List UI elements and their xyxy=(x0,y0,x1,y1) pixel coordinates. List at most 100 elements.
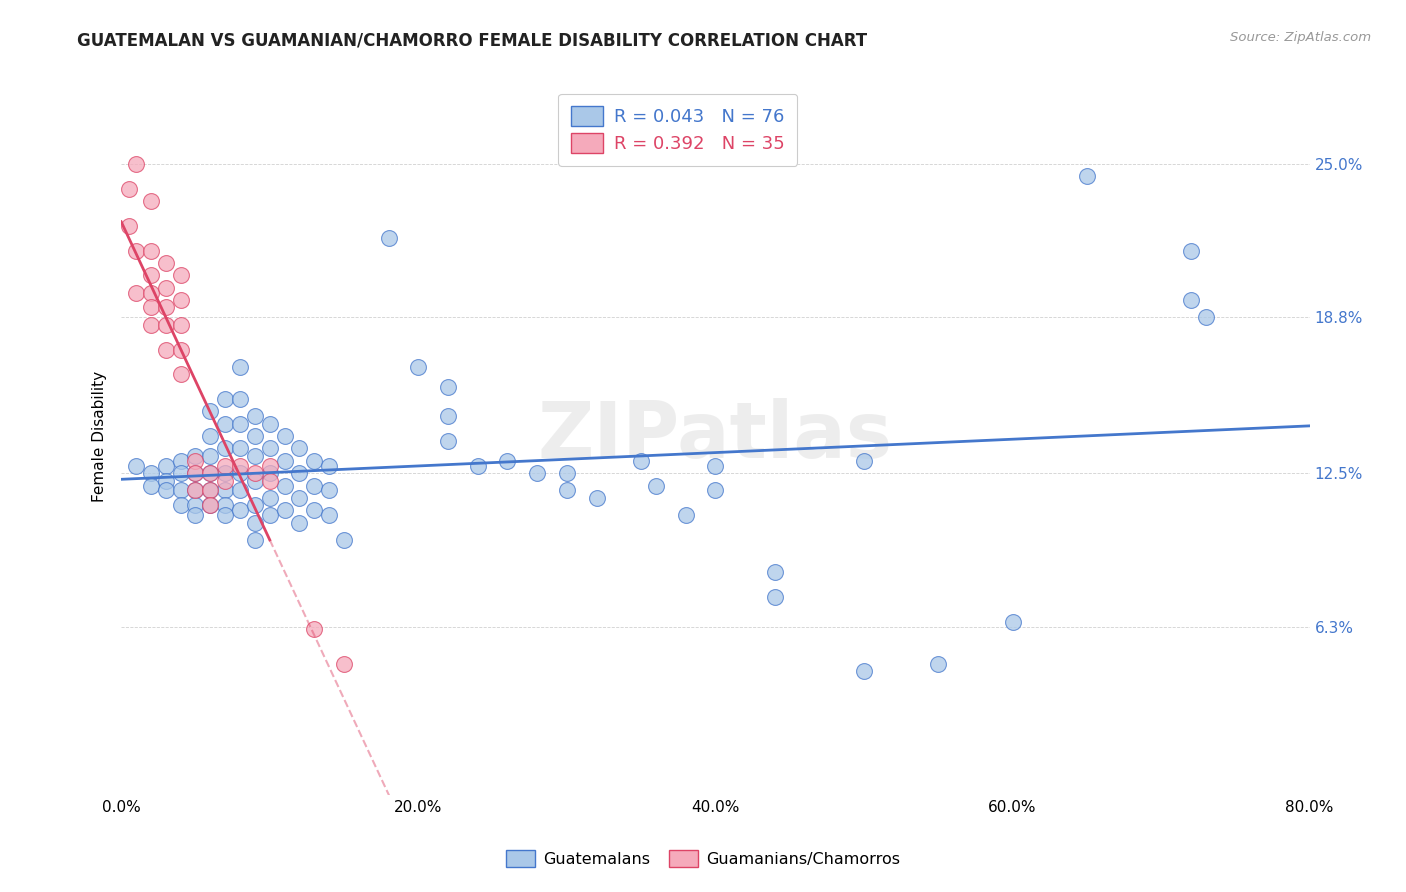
Point xyxy=(1001,615,1024,629)
Point xyxy=(200,499,222,513)
Point xyxy=(288,466,311,480)
Point xyxy=(155,301,177,315)
Point xyxy=(555,483,578,498)
Point xyxy=(117,219,139,233)
Point xyxy=(229,503,252,517)
Point xyxy=(229,483,252,498)
Point xyxy=(288,491,311,505)
Point xyxy=(169,466,191,480)
Point xyxy=(496,454,519,468)
Point xyxy=(645,478,668,492)
Point xyxy=(200,466,222,480)
Text: Source: ZipAtlas.com: Source: ZipAtlas.com xyxy=(1230,31,1371,45)
Point xyxy=(675,508,697,523)
Point xyxy=(243,409,266,424)
Point xyxy=(184,499,207,513)
Point xyxy=(229,442,252,456)
Point xyxy=(155,343,177,357)
Point xyxy=(184,449,207,463)
Point xyxy=(259,458,281,473)
Point xyxy=(169,293,191,307)
Point xyxy=(259,417,281,431)
Point xyxy=(200,466,222,480)
Point xyxy=(273,478,295,492)
Point xyxy=(408,359,430,374)
Point xyxy=(304,503,326,517)
Point xyxy=(318,483,340,498)
Point xyxy=(333,657,356,671)
Point xyxy=(169,499,191,513)
Point xyxy=(273,454,295,468)
Point xyxy=(169,343,191,357)
Point xyxy=(200,449,222,463)
Point xyxy=(184,483,207,498)
Point xyxy=(214,458,236,473)
Text: ZIPatlas: ZIPatlas xyxy=(538,398,893,474)
Point xyxy=(214,442,236,456)
Point xyxy=(214,499,236,513)
Point xyxy=(259,442,281,456)
Point xyxy=(1180,293,1202,307)
Point xyxy=(229,359,252,374)
Point xyxy=(155,318,177,332)
Point xyxy=(1180,244,1202,258)
Point xyxy=(184,466,207,480)
Point xyxy=(184,454,207,468)
Point xyxy=(852,454,875,468)
Point xyxy=(214,466,236,480)
Point xyxy=(125,244,148,258)
Point xyxy=(139,466,162,480)
Point xyxy=(467,458,489,473)
Point xyxy=(214,483,236,498)
Point xyxy=(437,379,460,393)
Point xyxy=(139,301,162,315)
Point xyxy=(333,533,356,547)
Point xyxy=(139,244,162,258)
Point xyxy=(377,231,399,245)
Point xyxy=(200,483,222,498)
Y-axis label: Female Disability: Female Disability xyxy=(93,370,107,501)
Point xyxy=(184,466,207,480)
Point xyxy=(214,392,236,406)
Point xyxy=(155,281,177,295)
Point xyxy=(704,458,727,473)
Point xyxy=(169,268,191,283)
Point xyxy=(259,466,281,480)
Point xyxy=(229,458,252,473)
Point xyxy=(155,458,177,473)
Point xyxy=(259,474,281,488)
Point xyxy=(318,458,340,473)
Point xyxy=(585,491,607,505)
Point xyxy=(318,508,340,523)
Point xyxy=(184,508,207,523)
Point xyxy=(139,285,162,300)
Point xyxy=(125,157,148,171)
Point xyxy=(125,285,148,300)
Point xyxy=(200,404,222,418)
Point xyxy=(243,499,266,513)
Point xyxy=(1195,310,1218,325)
Point xyxy=(155,474,177,488)
Point xyxy=(200,429,222,443)
Point xyxy=(214,474,236,488)
Point xyxy=(155,483,177,498)
Point xyxy=(117,182,139,196)
Point xyxy=(229,466,252,480)
Point xyxy=(169,483,191,498)
Legend: R = 0.043   N = 76, R = 0.392   N = 35: R = 0.043 N = 76, R = 0.392 N = 35 xyxy=(558,94,797,166)
Point xyxy=(169,454,191,468)
Point xyxy=(139,194,162,208)
Text: GUATEMALAN VS GUAMANIAN/CHAMORRO FEMALE DISABILITY CORRELATION CHART: GUATEMALAN VS GUAMANIAN/CHAMORRO FEMALE … xyxy=(77,31,868,49)
Point xyxy=(304,622,326,636)
Point xyxy=(155,256,177,270)
Point xyxy=(273,503,295,517)
Point xyxy=(139,478,162,492)
Point xyxy=(214,417,236,431)
Point xyxy=(288,442,311,456)
Point xyxy=(437,409,460,424)
Point xyxy=(125,458,148,473)
Point xyxy=(704,483,727,498)
Point xyxy=(200,499,222,513)
Point xyxy=(214,508,236,523)
Point xyxy=(139,268,162,283)
